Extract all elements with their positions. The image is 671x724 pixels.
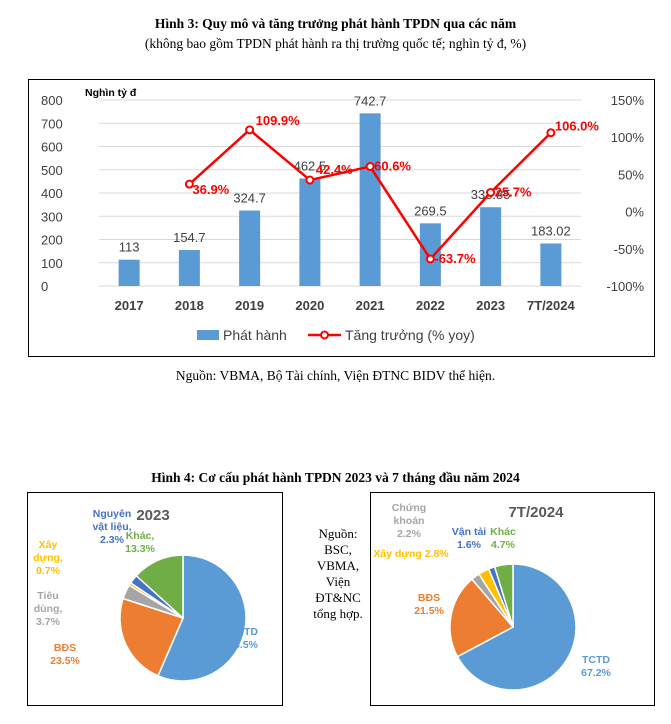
bar-value-label: 154.7 — [173, 230, 206, 245]
bar-value-label: 269.5 — [414, 203, 447, 218]
figure3-chart-frame: 0 100 200 300 400 500 600 700 800 -100% -50% 0% 50% 1… — [28, 79, 655, 357]
x-tick-label: 2017 — [115, 298, 144, 313]
pie-chart-7t2024: 7T/2024 TCTD 67.2% BĐS 21.5% Chứng khoán 2.2% Xâ… — [373, 502, 612, 691]
growth-point — [486, 187, 496, 197]
pie-slice — [449, 578, 515, 658]
bar-value-label: 324.7 — [233, 191, 266, 206]
pie-slice — [135, 554, 184, 620]
growth-point — [546, 128, 556, 138]
y2-tick-label: -50% — [614, 242, 645, 257]
y2-tick-label: 0% — [625, 205, 644, 220]
legend-line-marker — [320, 330, 329, 340]
pie-label: TCTD 67.2% — [581, 654, 611, 679]
y-tick-label: 500 — [41, 163, 63, 178]
growth-value-label: -63.7% — [434, 251, 476, 266]
y-axis-title: Nghìn tỷ đ — [85, 87, 137, 99]
pie-label: Vận tải 1.6% — [452, 526, 487, 551]
y-tick-label: 600 — [41, 140, 63, 155]
x-tick-label: 2018 — [175, 298, 204, 313]
growth-value-label: 36.9% — [192, 182, 229, 197]
growth-point — [305, 175, 315, 185]
pie-slice — [493, 563, 514, 628]
y-tick-label: 300 — [41, 209, 63, 224]
growth-point — [425, 254, 435, 264]
pie-label: Xây dựng, 0.7% — [33, 539, 63, 577]
pie-chart-2023: 2023 TCTD 56.5% BĐS 23.5% Tiêu dùng, 3.7% Xây dựn… — [33, 507, 259, 682]
pie-label: BĐS 21.5% — [414, 592, 444, 617]
pie-label: Nguyên vật liệu, 2.3% — [92, 508, 131, 546]
pie-slice — [156, 554, 247, 682]
figure4-source-note: Nguồn: BSC, VBMA, Viện ĐT&NC tổng hợp. — [313, 526, 363, 621]
bar — [299, 178, 321, 286]
figure3-subtitle: (không bao gồm TPDN phát hành ra thị trư… — [144, 36, 527, 51]
x-tick-label: 2019 — [235, 298, 264, 313]
figure4-title: Hình 4: Cơ cấu phát hành TPDN 2023 và 7 … — [151, 470, 520, 485]
growth-value-label: 25.7% — [495, 184, 532, 199]
pie-title: 7T/2024 — [508, 504, 564, 521]
bar — [178, 250, 200, 286]
growth-point — [365, 162, 375, 172]
growth-value-label: 109.9% — [256, 113, 301, 128]
y-tick-label: 100 — [41, 256, 63, 271]
x-tick-label: 2020 — [295, 298, 324, 313]
growth-point — [184, 179, 194, 189]
x-tick-label: 2021 — [356, 298, 385, 313]
bar-value-label: 183.02 — [531, 223, 571, 238]
x-tick-label: 7T/2024 — [527, 298, 575, 313]
legend-line-label: Tăng trưởng (% yoy) — [345, 327, 475, 343]
growth-point — [245, 125, 255, 135]
pie-label: Xây dựng 2.8% — [373, 548, 449, 560]
pie-label: Chứng khoán 2.2% — [392, 502, 426, 540]
pie-label: TCTD 56.5% — [228, 626, 258, 651]
bar — [118, 259, 140, 286]
combo-chart: 0 100 200 300 400 500 600 700 800 -100% -50% 0% 50% 1… — [41, 87, 645, 343]
bar-value-label: 742.7 — [354, 93, 387, 108]
legend-bar-label: Phát hành — [223, 327, 287, 343]
y2-tick-label: 50% — [618, 167, 644, 182]
y-tick-label: 700 — [41, 116, 63, 131]
x-tick-label: 2023 — [476, 298, 505, 313]
y2-tick-label: -100% — [606, 279, 644, 294]
growth-value-label: 60.6% — [374, 159, 411, 174]
figure3-source: Nguồn: VBMA, Bộ Tài chính, Viện ĐTNC BID… — [175, 368, 496, 383]
y-tick-label: 400 — [41, 186, 63, 201]
growth-value-label: 106.0% — [555, 119, 600, 134]
pie-label: Tiêu dùng, 3.7% — [34, 590, 63, 628]
figure3-title: Hình 3: Quy mô và tăng trưởng phát hành … — [154, 16, 517, 31]
bar-value-label: 113 — [119, 240, 140, 255]
y2-tick-label: 150% — [611, 93, 645, 108]
bar — [540, 243, 562, 286]
bar-value-label: 462.5 — [294, 158, 327, 173]
growth-value-label: 42.4% — [316, 162, 353, 177]
bar — [239, 210, 261, 286]
pie-7t2024-frame: 7T/2024 TCTD 67.2% BĐS 21.5% Chứng khoán 2.2% Xâ… — [370, 492, 655, 706]
pie-2023-frame: 2023 TCTD 56.5% BĐS 23.5% Tiêu dùng, 3.7% Xây dựn… — [27, 492, 283, 706]
y-tick-label: 0 — [41, 279, 48, 294]
y2-tick-label: 100% — [611, 130, 645, 145]
pie-title: 2023 — [136, 507, 169, 524]
x-tick-label: 2022 — [416, 298, 445, 313]
pie-slice — [119, 597, 185, 677]
legend-bar-swatch — [197, 330, 219, 340]
pie-label: BĐS 23.5% — [50, 642, 80, 667]
pie-slice — [456, 563, 577, 691]
bar — [480, 207, 502, 286]
bar — [359, 113, 381, 286]
pie-label: Khác 4.7% — [490, 526, 516, 551]
y-tick-label: 200 — [41, 233, 63, 248]
pie-label: Khác, 13.3% — [125, 530, 155, 555]
y-tick-label: 800 — [41, 93, 63, 108]
